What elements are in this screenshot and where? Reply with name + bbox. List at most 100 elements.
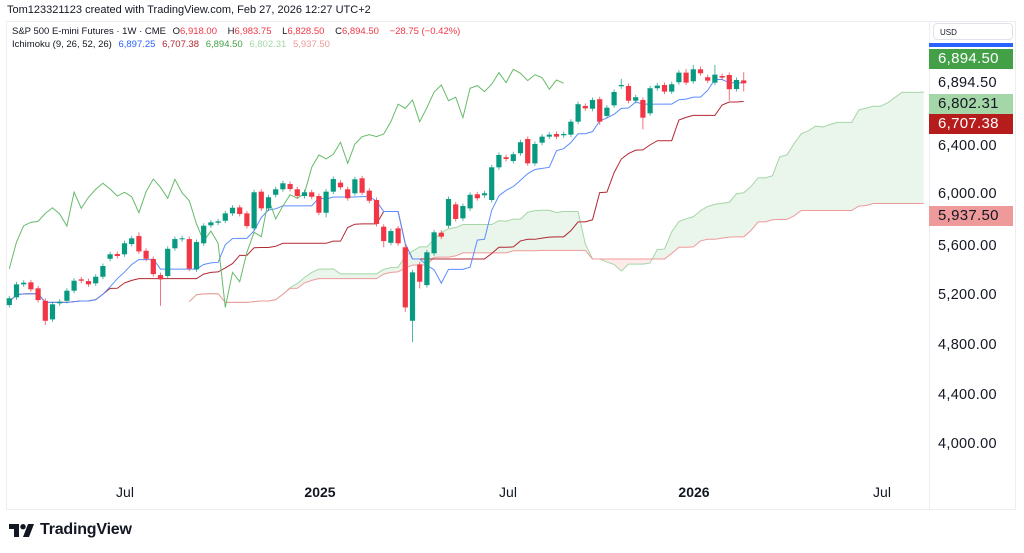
candle (21, 280, 27, 287)
candle-body (424, 252, 430, 286)
candle-body (244, 213, 250, 227)
span-a-value: 6,802.31 (249, 39, 287, 50)
last-price-badge: 6,894.50 (929, 49, 1013, 69)
candle (237, 204, 243, 217)
candle (474, 191, 480, 201)
candle (35, 285, 41, 303)
candle-body (186, 239, 192, 269)
chikou-value: 6,894.50 (205, 39, 243, 50)
cloud-segment (844, 122, 852, 211)
candle (597, 96, 603, 126)
candle (445, 196, 452, 229)
tradingview-logo[interactable]: TradingView (9, 521, 132, 539)
cloud-segment (448, 227, 456, 258)
close-value: 6,894.50 (341, 26, 379, 37)
candle-body (460, 206, 466, 219)
cloud-segment (786, 143, 795, 220)
candle-body (359, 178, 365, 193)
candle-body (237, 207, 243, 214)
symbol-name[interactable]: S&P 500 E-mini Futures · 1W · CME (12, 26, 166, 37)
cloud-segment (707, 204, 715, 240)
cloud-segment (822, 124, 831, 211)
cloud-segment (549, 210, 557, 251)
candle (121, 240, 128, 257)
candle (726, 72, 732, 101)
candle-body (294, 189, 300, 197)
change-value: −28.75 (−0.42%) (389, 26, 461, 37)
candle (453, 201, 459, 222)
candle (553, 131, 560, 140)
candle (129, 235, 135, 247)
candle-body (496, 154, 502, 168)
candle (395, 225, 401, 246)
cloud-segment (297, 277, 305, 289)
high-value: 6,983.75 (234, 26, 272, 37)
cloud-segment (808, 126, 816, 211)
candle (647, 85, 653, 116)
tenkan-value: 6,897.25 (118, 39, 156, 50)
brand-name: TradingView (40, 521, 132, 538)
symbol-legend-row: S&P 500 E-mini Futures · 1W · CME O6,918… (12, 25, 464, 38)
candle-body (201, 225, 207, 244)
cloud-segment (606, 258, 615, 265)
time-label: Jul (116, 484, 134, 500)
ichimoku-cloud (189, 92, 924, 303)
senkou-span-b-line (188, 203, 924, 303)
candle-body (467, 194, 473, 209)
candle (741, 72, 747, 92)
candle-body (633, 97, 639, 101)
candle-body (337, 182, 344, 188)
candle (352, 176, 358, 196)
candle (280, 180, 286, 192)
candle-body (431, 232, 437, 254)
candle (13, 281, 20, 300)
candle (683, 68, 689, 86)
cloud-segment (333, 268, 341, 279)
candle-body (733, 80, 740, 89)
cloud-segment (354, 273, 363, 279)
candle-body (474, 194, 480, 199)
candle (244, 210, 250, 229)
candle-body (719, 76, 725, 78)
indicator-name[interactable]: Ichimoku (9, 26, 52, 26) (12, 39, 112, 50)
candle-body (345, 189, 351, 199)
candle-body (42, 300, 48, 321)
candle (604, 105, 610, 119)
cloud-segment (678, 218, 687, 248)
candle-body (251, 192, 257, 229)
candle-body (179, 238, 185, 240)
cloud-segment (729, 193, 737, 238)
candle (402, 244, 408, 312)
cloud-segment (736, 192, 744, 237)
tradingview-logo-icon (9, 523, 34, 537)
candle (388, 228, 394, 246)
candle (438, 230, 444, 240)
candle-body (381, 226, 387, 242)
candle-body (373, 200, 380, 224)
cloud-segment (815, 126, 823, 211)
candle (589, 97, 596, 112)
cloud-segment (657, 249, 665, 259)
cloud-segment (369, 273, 377, 279)
candle (532, 141, 538, 166)
candle (265, 194, 272, 211)
cloud-segment (390, 267, 399, 273)
candle (690, 64, 696, 84)
candle (481, 190, 488, 198)
candle-body (705, 77, 711, 81)
currency-selector[interactable]: USD (933, 23, 1013, 40)
cloud-segment (894, 92, 903, 204)
candle-body (287, 184, 293, 190)
candle (489, 164, 495, 203)
candle-body (445, 199, 452, 226)
span-b-badge: 5,937.50 (929, 206, 1013, 226)
price-axis[interactable] (929, 21, 1016, 510)
cloud-segment (765, 175, 773, 222)
cloud-segment (376, 269, 384, 279)
high-label: H (227, 26, 235, 37)
candle (373, 197, 380, 227)
cloud-segment (570, 211, 579, 251)
indicator-legend-row: Ichimoku (9, 26, 52, 26) 6,897.25 6,707.… (12, 38, 464, 51)
candle (733, 77, 740, 92)
